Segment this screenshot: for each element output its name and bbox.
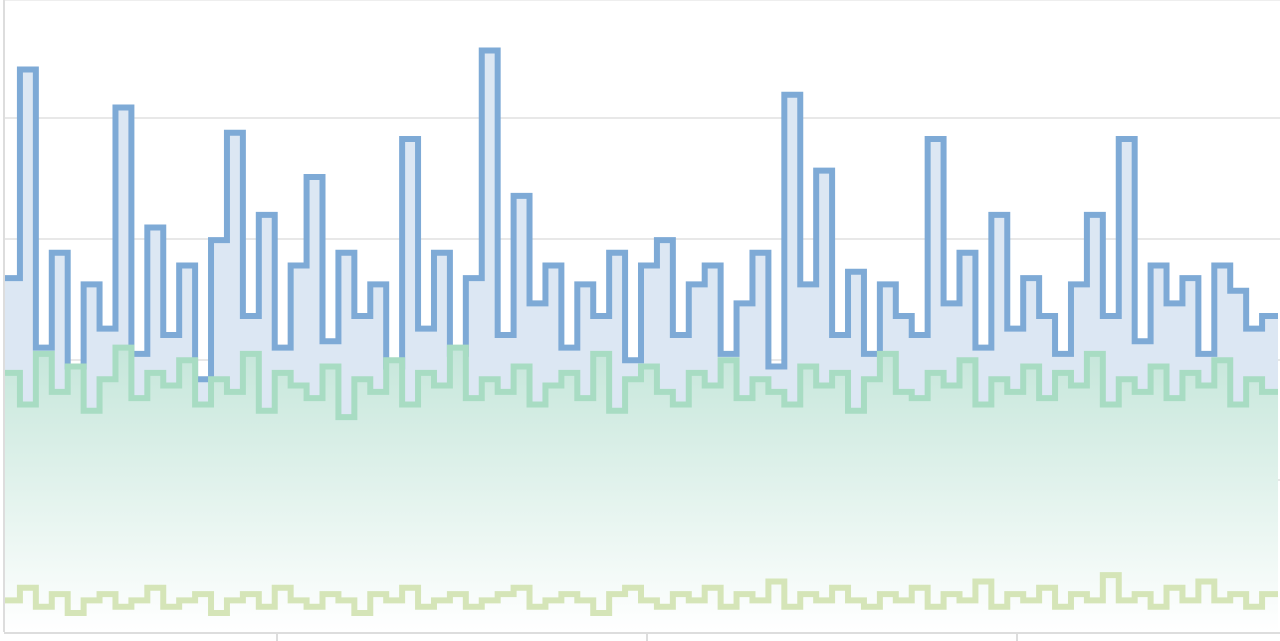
series-1-area	[4, 347, 1278, 632]
series-1-line	[4, 344, 1278, 421]
series-2-line	[4, 572, 1278, 617]
series-0-line	[4, 47, 1278, 383]
